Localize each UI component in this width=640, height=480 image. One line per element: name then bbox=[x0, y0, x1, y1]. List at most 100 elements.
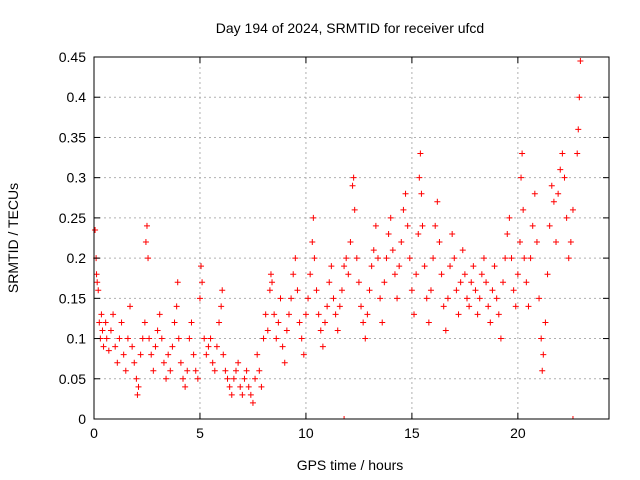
data-point bbox=[555, 190, 562, 197]
data-point bbox=[131, 359, 138, 366]
data-point bbox=[252, 375, 259, 382]
data-point bbox=[550, 198, 557, 205]
data-point bbox=[377, 295, 384, 302]
data-point bbox=[474, 311, 481, 318]
data-point bbox=[158, 335, 165, 342]
data-point bbox=[350, 174, 357, 181]
data-point bbox=[391, 271, 398, 278]
data-point bbox=[324, 303, 331, 310]
data-point bbox=[247, 391, 254, 398]
data-point bbox=[455, 311, 462, 318]
data-point bbox=[533, 239, 540, 246]
data-point bbox=[186, 335, 193, 342]
data-point bbox=[298, 335, 305, 342]
y-tick-label: 0 bbox=[78, 411, 86, 427]
data-point bbox=[464, 295, 471, 302]
data-point bbox=[567, 239, 574, 246]
data-point bbox=[447, 263, 454, 270]
y-tick-label: 0.2 bbox=[67, 250, 87, 266]
data-point bbox=[516, 239, 523, 246]
data-point bbox=[165, 351, 172, 358]
data-point bbox=[559, 150, 566, 157]
y-tick-label: 0.4 bbox=[67, 89, 87, 105]
tick-labels: 0 0.05 0.1 0.15 0.2 0.25 0.3 0.35 0.4 0.45 0 5 10 15 2… bbox=[59, 49, 526, 441]
data-point bbox=[245, 383, 252, 390]
data-point bbox=[374, 255, 381, 262]
data-point bbox=[207, 335, 214, 342]
x-tick-label: 10 bbox=[298, 425, 314, 441]
data-point bbox=[160, 359, 167, 366]
data-point bbox=[565, 255, 572, 262]
data-point bbox=[476, 295, 483, 302]
data-point bbox=[99, 327, 106, 334]
data-point bbox=[423, 295, 430, 302]
data-point bbox=[175, 335, 182, 342]
data-point bbox=[313, 287, 320, 294]
data-point bbox=[177, 359, 184, 366]
data-point bbox=[506, 214, 513, 221]
data-point bbox=[174, 279, 181, 286]
data-point bbox=[396, 263, 403, 270]
data-point bbox=[256, 367, 263, 374]
data-point bbox=[118, 319, 125, 326]
data-point bbox=[182, 383, 189, 390]
data-point bbox=[358, 303, 365, 310]
plot-frame bbox=[93, 56, 610, 420]
data-point bbox=[548, 182, 555, 189]
data-point bbox=[114, 359, 121, 366]
data-point bbox=[419, 222, 426, 229]
data-point bbox=[577, 58, 584, 65]
data-point bbox=[180, 375, 187, 382]
data-point bbox=[199, 279, 206, 286]
data-point bbox=[394, 295, 401, 302]
data-point bbox=[444, 295, 451, 302]
data-point bbox=[139, 335, 146, 342]
data-point bbox=[408, 287, 415, 294]
data-point bbox=[156, 311, 163, 318]
data-point bbox=[404, 222, 411, 229]
data-point bbox=[334, 327, 341, 334]
data-point bbox=[103, 335, 110, 342]
data-point bbox=[497, 335, 504, 342]
data-point bbox=[362, 335, 369, 342]
x-tick-label: 20 bbox=[510, 425, 526, 441]
data-points bbox=[92, 58, 584, 420]
data-point bbox=[143, 222, 150, 229]
data-point bbox=[402, 190, 409, 197]
data-point bbox=[262, 311, 269, 318]
data-point bbox=[449, 230, 456, 237]
data-point bbox=[379, 319, 386, 326]
data-point bbox=[275, 319, 282, 326]
data-point bbox=[343, 255, 350, 262]
data-point bbox=[400, 206, 407, 213]
data-point bbox=[271, 311, 278, 318]
data-point bbox=[100, 343, 107, 350]
data-point bbox=[134, 391, 141, 398]
data-point bbox=[288, 295, 295, 302]
data-point bbox=[341, 263, 348, 270]
data-point bbox=[127, 303, 134, 310]
data-point bbox=[345, 271, 352, 278]
y-axis-label: SRMTID / TECUs bbox=[5, 183, 21, 293]
data-point bbox=[198, 263, 205, 270]
data-point bbox=[512, 303, 519, 310]
data-point bbox=[122, 367, 129, 374]
data-point bbox=[385, 230, 392, 237]
data-point bbox=[432, 222, 439, 229]
data-point bbox=[326, 279, 333, 286]
data-point bbox=[269, 279, 276, 286]
data-point bbox=[493, 295, 500, 302]
data-point bbox=[205, 343, 212, 350]
data-point bbox=[461, 271, 468, 278]
x-axis-label: GPS time / hours bbox=[297, 457, 404, 473]
data-point bbox=[219, 287, 226, 294]
data-point bbox=[459, 247, 466, 254]
data-point bbox=[188, 319, 195, 326]
data-point bbox=[561, 174, 568, 181]
data-point bbox=[285, 311, 292, 318]
data-point bbox=[258, 383, 265, 390]
data-point bbox=[237, 383, 244, 390]
data-point bbox=[283, 327, 290, 334]
data-point bbox=[92, 226, 99, 233]
data-point bbox=[94, 279, 101, 286]
